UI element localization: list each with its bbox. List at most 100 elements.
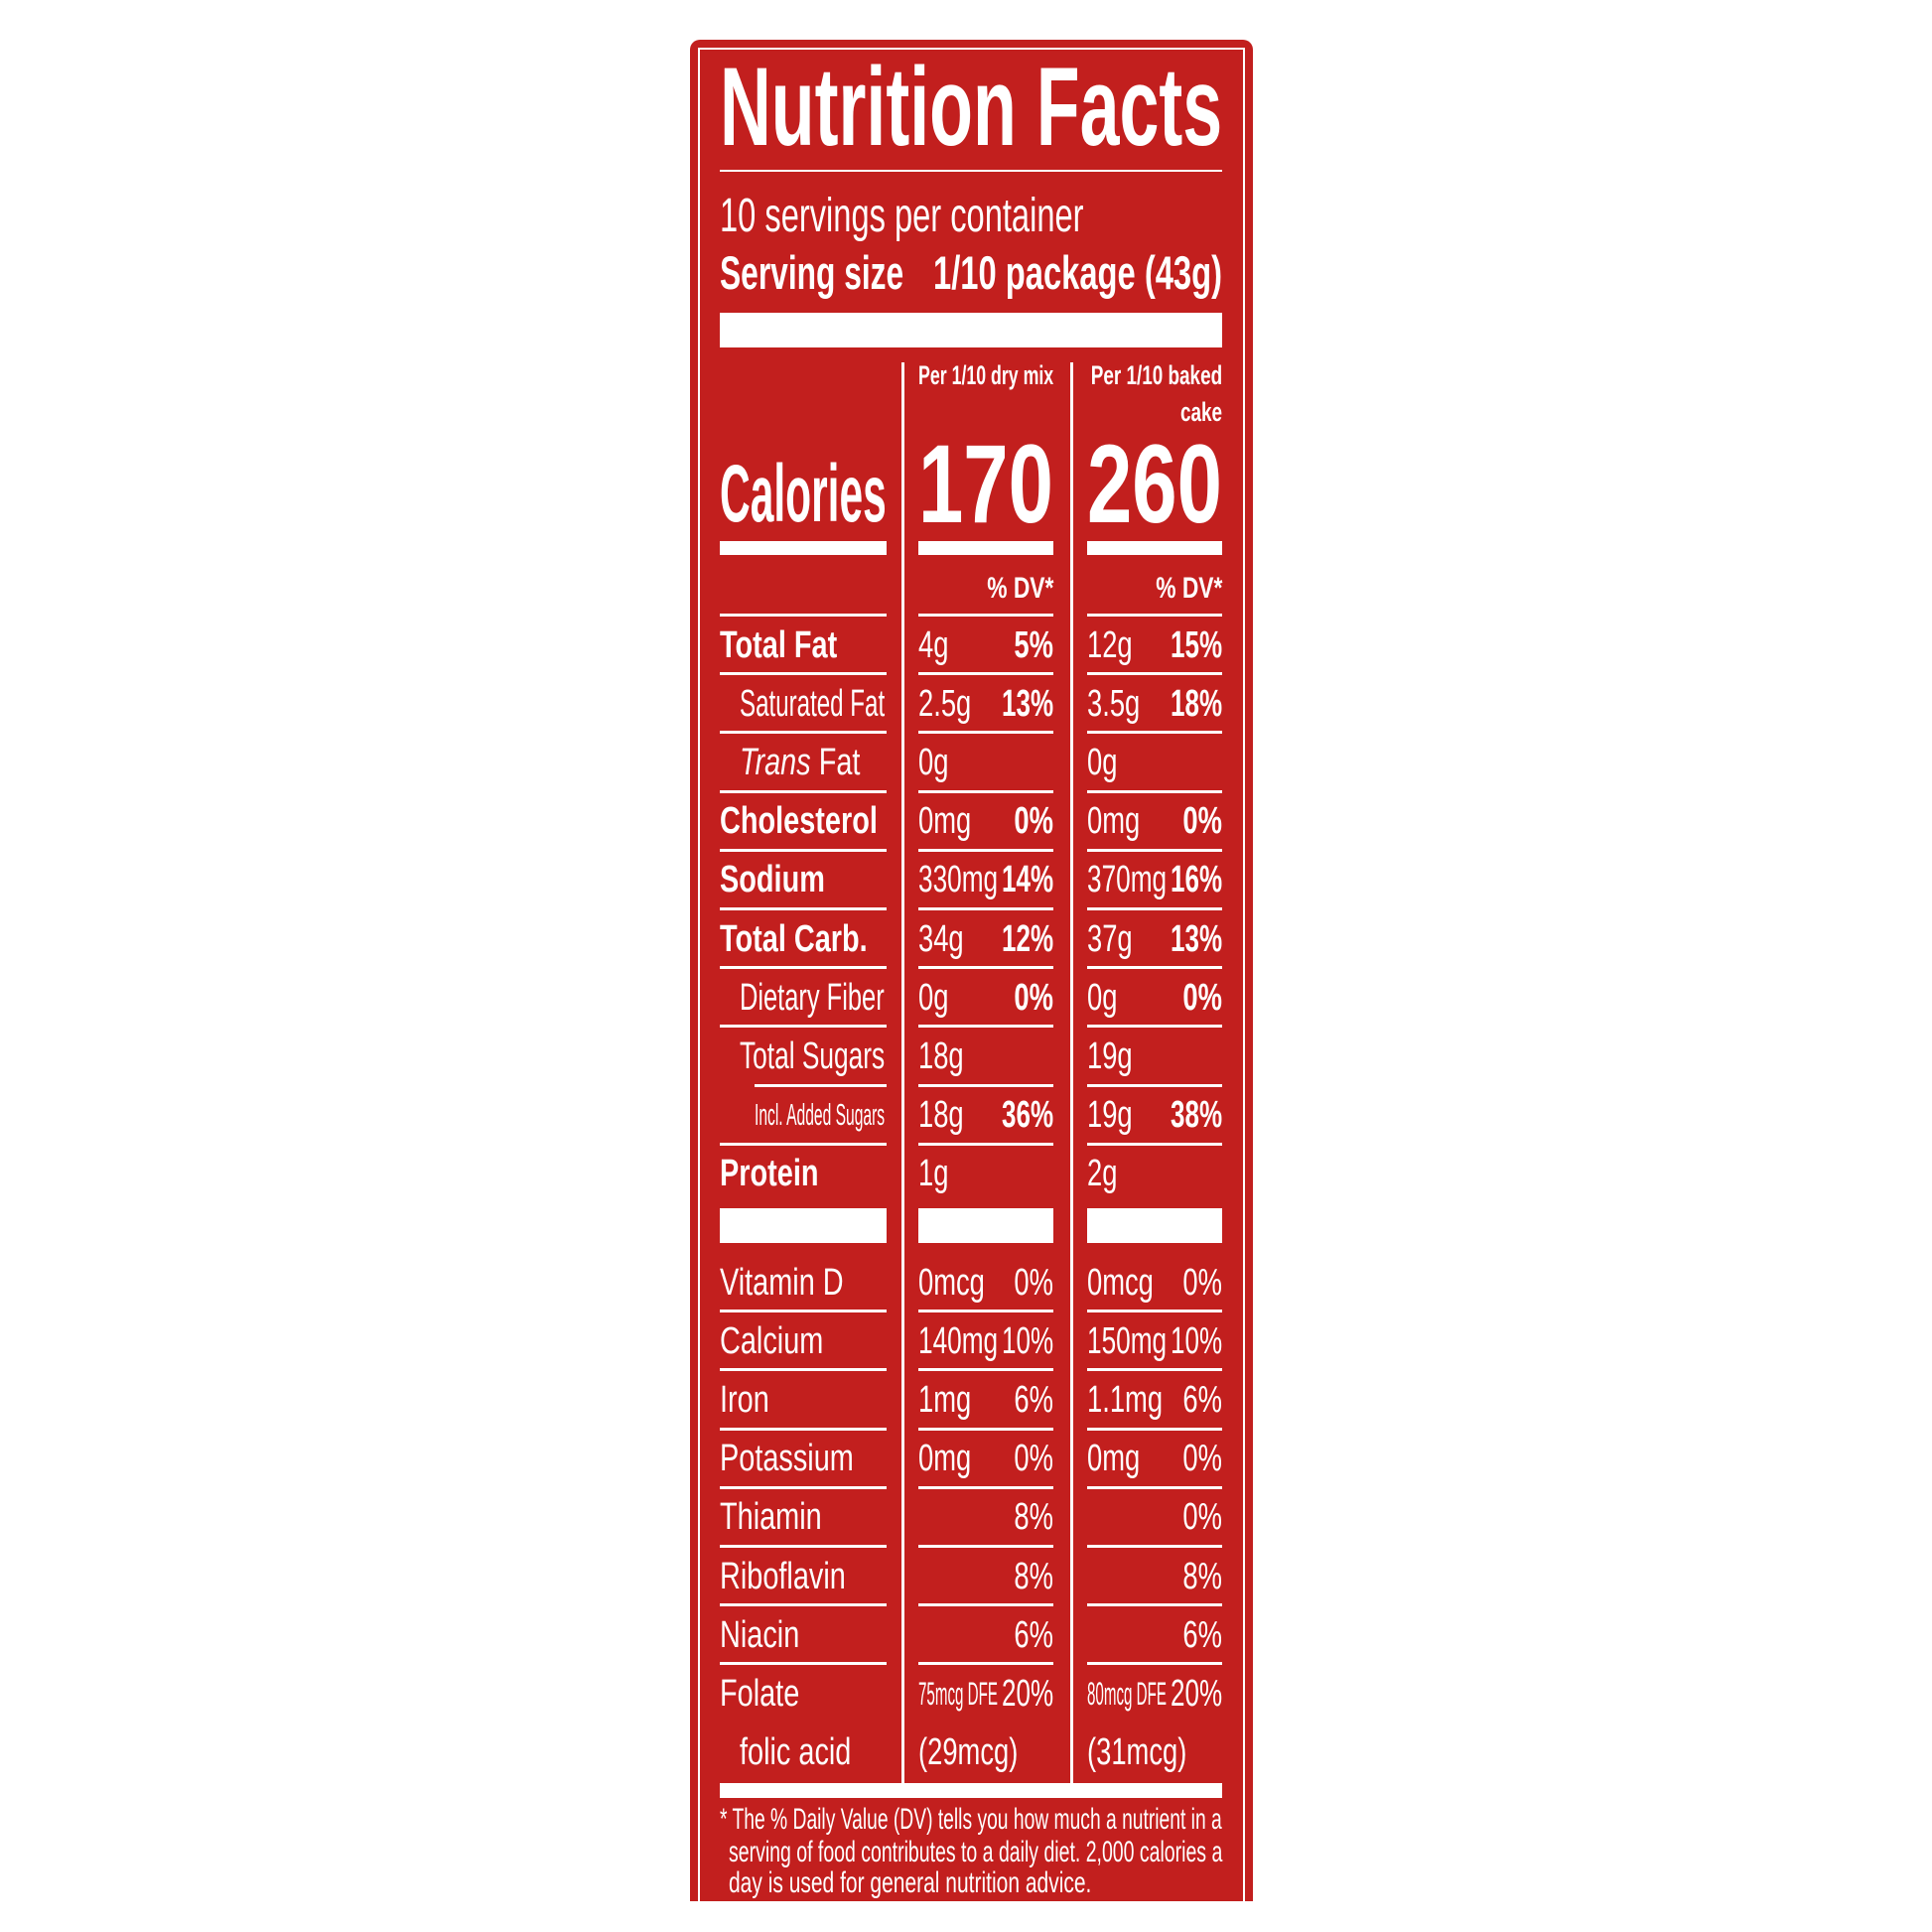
nutrient-dv: 0%: [1171, 801, 1222, 841]
row-divider: [1087, 1603, 1222, 1607]
row-divider: [1087, 1662, 1222, 1666]
divider: [720, 170, 1222, 172]
nutrient-amount: 19g: [1087, 1095, 1167, 1135]
nutrient-amount-text: 330mg: [918, 859, 999, 901]
nutrient-dv: 6%: [1002, 1615, 1053, 1655]
nutrient-label-text: Potassium: [720, 1438, 854, 1480]
nutrient-amount-text: 80mcg DFE: [1087, 1676, 1167, 1712]
nutrient-dv-text: 6%: [1182, 1613, 1222, 1656]
column-divider: [901, 362, 904, 1783]
nutrient-dv-text: 18%: [1170, 682, 1222, 725]
row-divider: [918, 1083, 1053, 1087]
nutrient-amount-text: 34g: [918, 917, 964, 960]
nutrient-dv: 10%: [1002, 1321, 1053, 1361]
nutrient-amount-text: 37g: [1087, 917, 1133, 960]
calories-dry-mix: 170: [918, 429, 1053, 540]
nutrient-amount: 37g: [1087, 919, 1167, 959]
nutrient-label: Cholesterol: [720, 801, 885, 841]
nutrient-label-text: Niacin: [720, 1613, 800, 1656]
nutrient-amount: 0g: [918, 743, 1053, 782]
row-divider: [918, 789, 1053, 793]
nutrient-dv-text: 13%: [1170, 917, 1222, 960]
nutrient-dv: 0%: [1002, 1263, 1053, 1303]
nutrient-label-text: folic acid: [740, 1731, 852, 1774]
nutrient-dv: 20%: [1002, 1674, 1053, 1714]
nutrition-facts-panel: [690, 40, 1253, 1903]
calories-label-text: Calories: [720, 449, 887, 539]
nutrient-dv-text: 10%: [1001, 1319, 1053, 1362]
footnote-text: * The % Daily Value (DV) tells you how m…: [720, 1803, 1222, 1836]
row-divider: [1087, 1083, 1222, 1087]
row-divider: [720, 1142, 887, 1146]
nutrient-amount-text: 18g: [918, 1094, 964, 1137]
nutrient-dv-text: 0%: [1014, 1261, 1053, 1304]
nutrient-amount-text: 12g: [1087, 623, 1133, 666]
nutrient-dv-text: 15%: [1170, 623, 1222, 666]
nutrient-label-text: Iron: [720, 1379, 769, 1421]
row-divider: [918, 1310, 1053, 1313]
nutrient-dv-text: 10%: [1170, 1319, 1222, 1362]
nutrient-amount-text: 2g: [1087, 1153, 1118, 1195]
calories-baked-cake: 260: [1087, 429, 1222, 540]
protein-bar: [918, 1208, 1053, 1243]
thick-divider: [720, 313, 1222, 347]
nutrient-amount-text: 1mg: [918, 1379, 972, 1421]
row-divider: [720, 1368, 887, 1372]
row-divider: [720, 1545, 887, 1548]
row-divider: [918, 672, 1053, 676]
nutrient-dv-text: 6%: [1014, 1613, 1053, 1656]
nutrient-amount-text: 0g: [1087, 742, 1118, 783]
footnote-text: day is used for general nutrition advice…: [729, 1866, 1092, 1899]
row-divider: [720, 966, 887, 970]
nutrient-dv: 0%: [1002, 801, 1053, 841]
nutrient-dv: 0%: [1171, 1263, 1222, 1303]
nutrient-amount: 4g: [918, 625, 998, 665]
nutrient-dv: 0%: [1171, 1439, 1222, 1478]
nutrient-dv: 20%: [1171, 1674, 1222, 1714]
row-divider: [720, 1485, 887, 1489]
nutrient-label-text: Total Carb.: [720, 917, 868, 960]
row-divider: [1087, 966, 1222, 970]
nutrient-amount: 1mg: [918, 1380, 998, 1420]
nutrient-label-text: Total Fat: [720, 623, 838, 666]
title: Nutrition Facts: [720, 52, 1222, 163]
nutrient-amount-text: 0mg: [918, 800, 972, 843]
nutrient-dv: 8%: [1171, 1557, 1222, 1596]
row-divider: [755, 1083, 887, 1087]
nutrient-amount-text: 0g: [1087, 976, 1118, 1019]
row-divider: [1087, 1427, 1222, 1431]
nutrient-label-text: Thiamin: [720, 1496, 822, 1539]
nutrient-amount-text: 1.1mg: [1087, 1379, 1164, 1421]
row-divider: [918, 1025, 1053, 1029]
nutrient-dv-text: 0%: [1182, 1496, 1222, 1539]
nutrient-label: Thiamin: [720, 1497, 885, 1537]
nutrient-dv-text: 20%: [1170, 1673, 1222, 1715]
nutrient-dv-text: 13%: [1001, 682, 1053, 725]
nutrient-dv: 0%: [1002, 978, 1053, 1018]
nutrient-amount: 2.5g: [918, 684, 998, 724]
title-text: Nutrition Facts: [720, 45, 1223, 169]
nutrient-amount: 1.1mg: [1087, 1380, 1167, 1420]
nutrient-label: Iron: [720, 1380, 885, 1420]
nutrient-amount-text: 0mg: [918, 1438, 972, 1480]
nutrient-amount: 0mg: [918, 801, 998, 841]
row-divider: [720, 672, 887, 676]
nutrient-amount: 19g: [1087, 1036, 1222, 1076]
nutrient-dv: 16%: [1171, 860, 1222, 899]
nutrient-amount-text: 150mg: [1087, 1319, 1168, 1362]
nutrient-amount-text: 3.5g: [1087, 682, 1141, 725]
nutrient-dv-text: 20%: [1001, 1673, 1053, 1715]
serving-size-label: Serving size: [720, 248, 903, 298]
nutrient-amount: 370mg: [1087, 860, 1167, 899]
row-divider: [918, 848, 1053, 852]
nutrient-label-italic: Trans: [740, 742, 811, 783]
nutrient-amount: 330mg: [918, 860, 998, 899]
row-divider: [918, 1427, 1053, 1431]
nutrient-amount-text: 18g: [918, 1035, 964, 1077]
nutrient-amount: 140mg: [918, 1321, 998, 1361]
nutrient-label: Saturated Fat: [740, 684, 885, 724]
nutrient-amount: (29mcg): [918, 1732, 1053, 1772]
nutrient-label-text: Dietary Fiber: [740, 976, 885, 1019]
row-divider: [1087, 1025, 1222, 1029]
nutrient-label-text: Protein: [720, 1153, 819, 1195]
